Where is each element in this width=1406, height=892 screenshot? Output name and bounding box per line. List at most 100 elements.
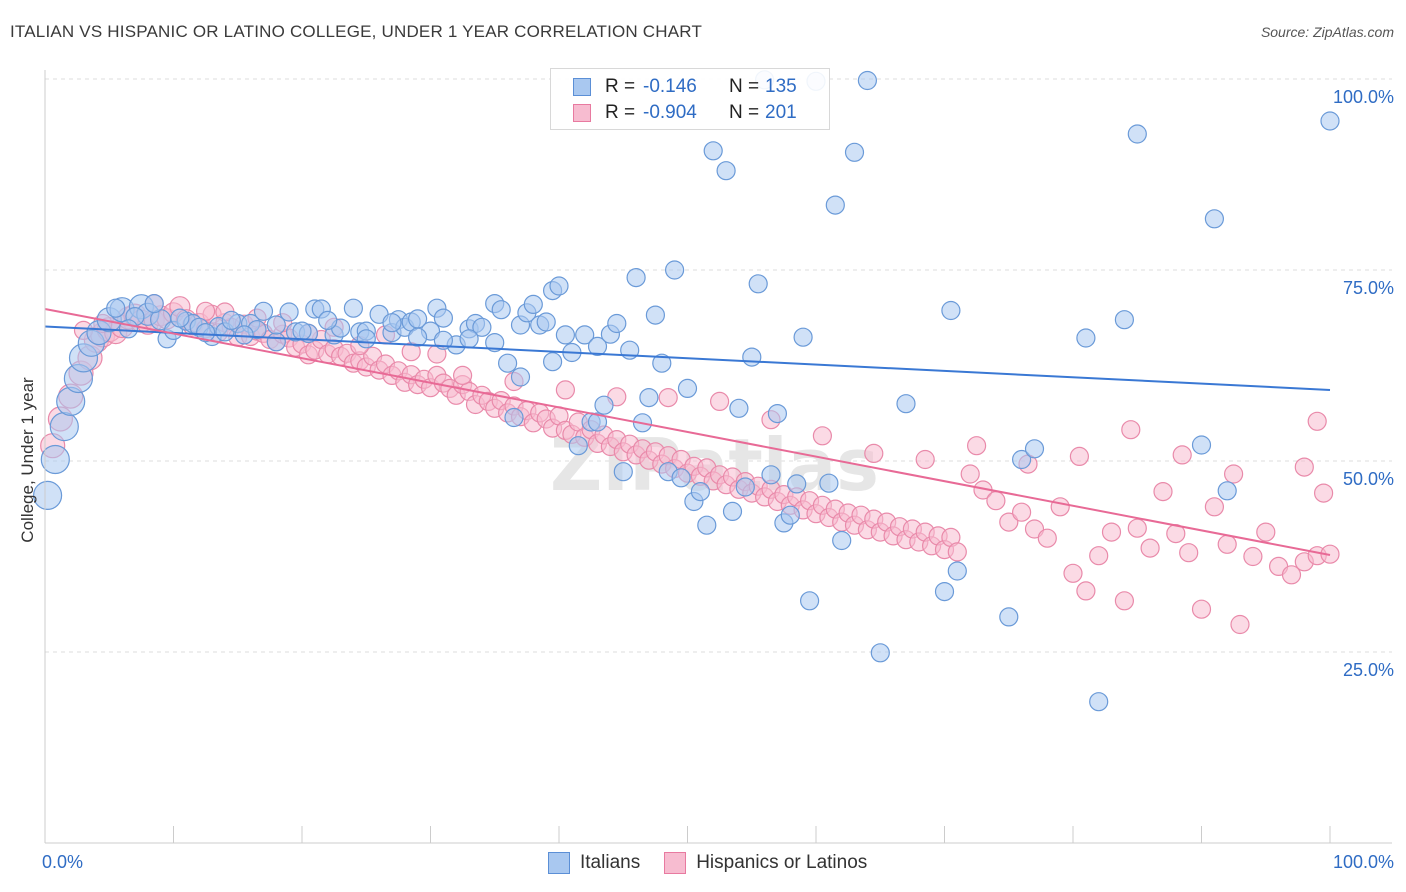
point-hispanics [915,449,935,470]
y-tick-label: 25.0% [1342,660,1394,680]
point-italians [279,302,299,322]
point-italians [1320,111,1340,131]
series-legend-italians[interactable]: Italians [548,852,640,874]
point-hispanics [1063,563,1083,583]
legend-n-value: 135 [765,76,797,97]
point-italians [594,395,614,415]
point-italians [716,161,736,181]
point-italians [221,310,241,330]
point-italians [934,581,955,602]
point-hispanics [1256,522,1276,542]
series-swatch-italians [548,852,570,874]
point-hispanics [1127,518,1147,538]
point-italians [234,325,254,345]
point-italians [485,333,505,353]
point-italians [253,301,274,321]
legend-r-value: -0.904 [643,102,697,123]
point-hispanics [1223,464,1244,484]
point-italians [1011,449,1032,470]
point-hispanics [1307,411,1327,431]
trend-layer [44,307,1331,556]
legend-r-label: R = [605,102,636,123]
point-italians [613,462,633,482]
point-italians [767,404,788,424]
axis-layer [44,70,1392,844]
point-italians [408,327,428,347]
point-italians [587,412,608,432]
point-italians [735,477,755,497]
point-italians [118,319,139,339]
point-italians [1089,692,1109,712]
point-italians [491,300,511,320]
legend-row-hispanics: R = -0.904 N = 201 [573,101,797,125]
source-label: Source: ZipAtlas.com [1260,24,1394,40]
point-italians [318,310,338,330]
point-italians [568,436,588,456]
point-hispanics [1114,591,1135,611]
point-italians [542,352,563,372]
point-italians [549,276,569,296]
point-italians [626,268,646,288]
point-italians [652,353,672,373]
point-italians [555,325,576,345]
point-hispanics [1243,546,1263,567]
point-hispanics [1313,483,1334,503]
point-hispanics [1037,528,1057,548]
point-italians [639,388,659,408]
y-tick-label: 100.0% [1332,87,1394,107]
point-hispanics [709,391,730,411]
point-italians [671,468,691,488]
points-layer [32,70,1340,712]
point-italians [664,260,685,280]
point-italians [999,607,1019,627]
series-label-italians: Italians [580,852,641,873]
correlation-legend: R = -0.146 N = 135 R = -0.904 N = 201 [550,68,830,130]
point-hispanics [999,512,1019,532]
point-hispanics [1121,420,1141,440]
y-tick-label: 50.0% [1342,469,1394,489]
series-swatch-hispanics [664,852,687,874]
point-italians [266,315,286,335]
trend-line-italians [44,325,1331,391]
point-italians [587,336,608,356]
point-italians [1204,209,1225,229]
point-italians [382,313,402,333]
point-italians [498,353,518,373]
point-italians [343,298,363,318]
point-italians [722,501,743,521]
point-italians [1217,481,1237,501]
x-tick-label: 0.0% [42,852,84,872]
point-italians [825,195,845,215]
point-hispanics [966,436,987,456]
point-italians [780,505,800,525]
point-italians [266,332,286,352]
point-italians [748,274,768,294]
point-hispanics [1101,522,1122,542]
point-italians [690,482,711,502]
point-italians [832,530,852,551]
point-hispanics [658,388,678,408]
point-italians [1127,124,1147,144]
point-hispanics [864,443,884,463]
point-italians [106,298,126,318]
point-italians [1024,439,1045,459]
series-legend-hispanics[interactable]: Hispanics or Latinos [664,852,867,874]
point-italians [356,329,376,349]
point-hispanics [1172,445,1192,465]
point-italians [729,398,749,418]
legend-row-italians: R = -0.146 N = 135 [573,75,797,99]
point-italians [857,70,878,91]
point-hispanics [1281,565,1302,585]
point-italians [607,313,627,334]
point-italians [645,305,666,325]
chart-title: ITALIAN VS HISPANIC OR LATINO COLLEGE, U… [10,22,703,41]
legend-n-value: 201 [765,102,797,123]
point-italians [844,142,865,162]
legend-swatch-hispanics [573,104,591,122]
point-hispanics [1153,482,1173,502]
point-hispanics [1217,534,1237,554]
point-italians [896,394,916,414]
legend-n-label: N = [729,102,760,123]
y-tick-label: 75.0% [1342,278,1394,298]
y-axis-label: College, Under 1 year [18,377,37,543]
